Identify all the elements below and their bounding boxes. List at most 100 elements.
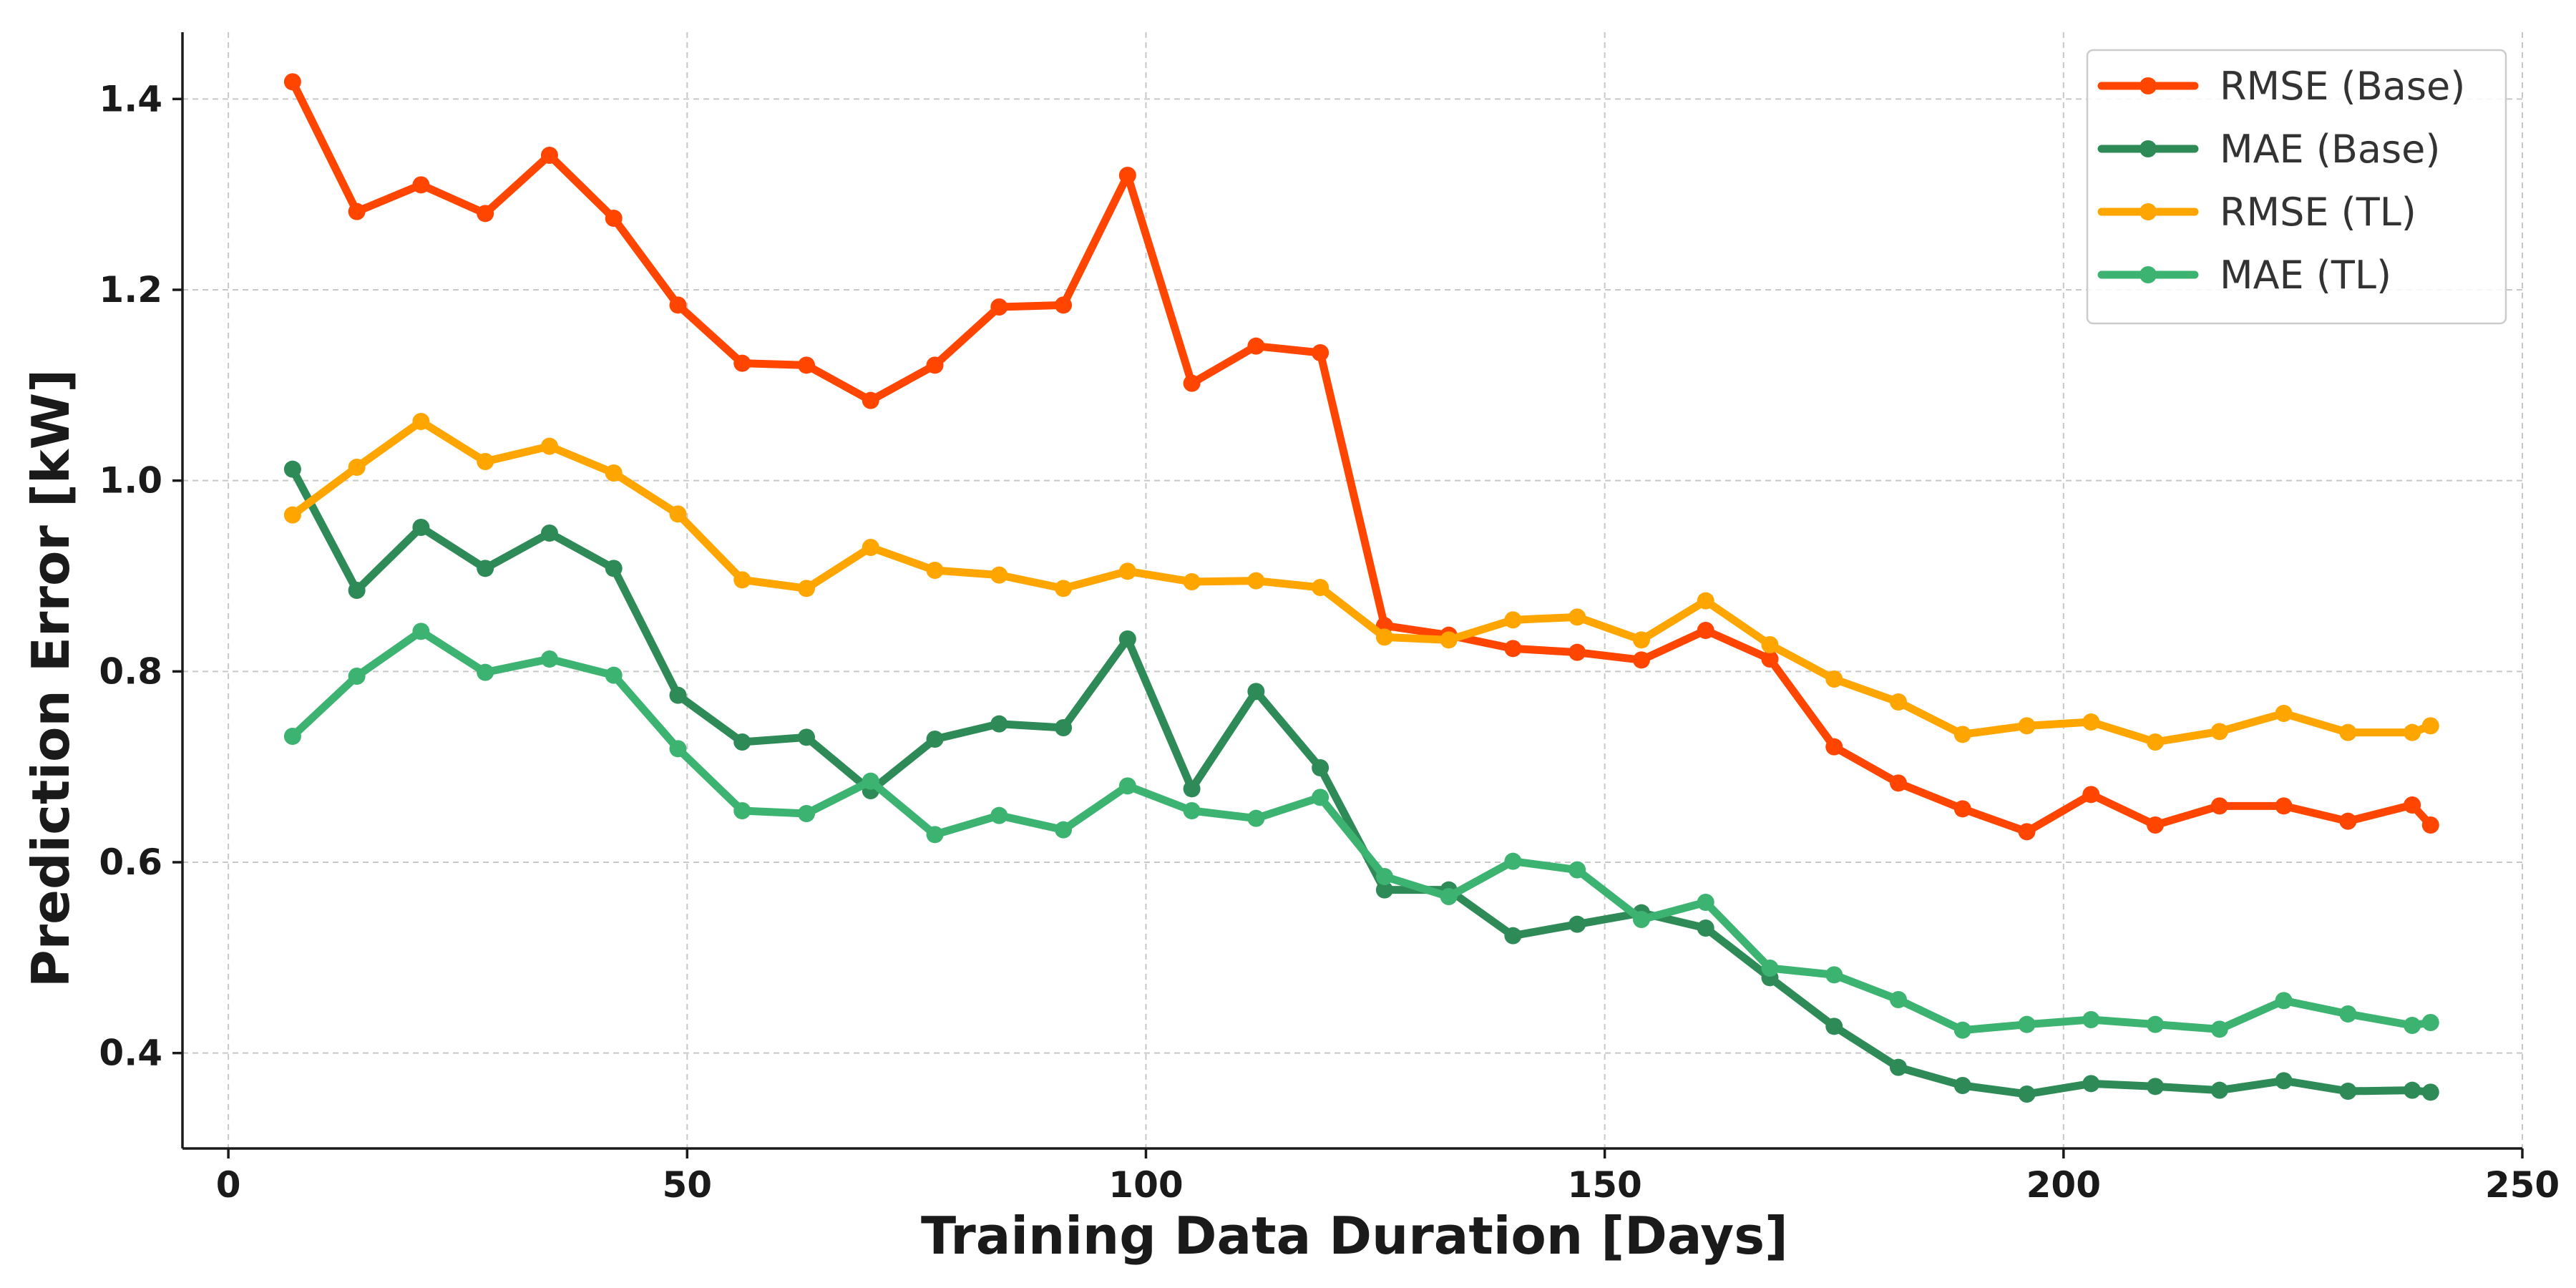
- data-point: [862, 772, 879, 790]
- data-point: [926, 826, 944, 844]
- legend-item: MAE (Base): [2097, 127, 2440, 172]
- data-point: [1568, 861, 1586, 879]
- data-point: [1697, 894, 1714, 911]
- data-point: [2210, 723, 2228, 741]
- data-point: [1568, 915, 1586, 933]
- series-rmse-base: [283, 73, 2439, 841]
- data-point: [862, 391, 879, 409]
- data-point: [1440, 631, 1458, 649]
- data-point: [1890, 774, 1907, 792]
- data-point: [1697, 622, 1714, 639]
- legend-item: MAE (TL): [2097, 253, 2391, 298]
- data-point: [733, 802, 751, 819]
- data-point: [2147, 816, 2165, 834]
- data-point: [1440, 888, 1458, 905]
- data-point: [1890, 1058, 1907, 1076]
- x-tick-label: 150: [1567, 1164, 1641, 1206]
- legend-label: RMSE (TL): [2220, 190, 2416, 235]
- data-point: [1247, 809, 1265, 827]
- y-tick-label: 0.8: [99, 650, 162, 692]
- data-point: [1375, 628, 1393, 646]
- data-point: [2018, 1015, 2036, 1033]
- data-point: [1890, 991, 1907, 1008]
- data-point: [2404, 723, 2421, 741]
- data-point: [2147, 1015, 2165, 1033]
- axes: [172, 32, 2524, 1158]
- y-axis-label: Prediction Error [kW]: [21, 369, 81, 987]
- data-point: [1953, 1021, 1971, 1039]
- legend-marker: [2140, 140, 2157, 157]
- data-point: [1247, 337, 1265, 355]
- data-point: [990, 566, 1008, 584]
- data-point: [2404, 1017, 2421, 1034]
- series-mae-tl: [283, 623, 2439, 1039]
- data-point: [669, 740, 687, 758]
- data-point: [412, 623, 430, 640]
- data-point: [1953, 800, 1971, 818]
- data-point: [1761, 636, 1779, 653]
- data-point: [1761, 650, 1779, 668]
- tick-labels: 0 50 100 150 200 250 0.4 0.6 0.8 1.0 1.2 1.4: [99, 78, 2560, 1206]
- data-point: [1247, 572, 1265, 590]
- data-point: [2147, 1078, 2165, 1096]
- data-point: [2082, 713, 2100, 731]
- data-point: [1825, 966, 1843, 984]
- data-point: [348, 459, 366, 476]
- legend-marker: [2140, 203, 2157, 220]
- data-point: [1183, 374, 1201, 392]
- data-point: [1055, 719, 1073, 736]
- y-tick-label: 0.4: [99, 1033, 162, 1074]
- data-point: [2339, 723, 2357, 741]
- legend-marker: [2140, 266, 2157, 283]
- data-point: [2210, 797, 2228, 815]
- data-point: [1183, 802, 1201, 819]
- data-point: [1504, 611, 1522, 629]
- data-point: [733, 354, 751, 372]
- data-point: [2018, 1085, 2036, 1103]
- data-point: [1247, 683, 1265, 701]
- data-point: [1825, 1018, 1843, 1035]
- data-point: [1375, 881, 1393, 899]
- data-point: [2339, 1005, 2357, 1023]
- data-point: [2210, 1020, 2228, 1038]
- y-tick-label: 1.4: [99, 78, 162, 119]
- data-point: [605, 560, 623, 577]
- legend-label: RMSE (Base): [2220, 64, 2465, 109]
- data-point: [540, 525, 558, 542]
- series-line-mae-tl: [288, 627, 2435, 1035]
- data-point: [348, 203, 366, 220]
- legend: RMSE (Base) MAE (Base) RMSE (TL) MAE (TL): [2086, 49, 2507, 325]
- data-point: [1504, 852, 1522, 870]
- data-point: [283, 460, 301, 478]
- data-point: [2018, 823, 2036, 841]
- data-point: [1697, 919, 1714, 937]
- series-mae-base: [283, 460, 2439, 1103]
- data-point: [733, 733, 751, 751]
- data-point: [1118, 777, 1136, 795]
- data-point: [2275, 992, 2293, 1010]
- data-point: [1118, 562, 1136, 580]
- data-point: [669, 505, 687, 523]
- data-point: [412, 413, 430, 430]
- data-point: [669, 686, 687, 704]
- data-point: [2210, 1081, 2228, 1099]
- data-point: [1697, 592, 1714, 610]
- data-point: [798, 728, 815, 746]
- x-tick-label: 0: [216, 1164, 241, 1206]
- x-tick-label: 50: [662, 1164, 712, 1206]
- data-point: [1953, 726, 1971, 743]
- data-point: [1632, 651, 1650, 669]
- data-point: [926, 356, 944, 374]
- data-point: [283, 506, 301, 524]
- data-point: [477, 453, 494, 470]
- legend-label: MAE (Base): [2220, 127, 2440, 172]
- data-point: [2404, 1081, 2421, 1099]
- data-point: [412, 519, 430, 536]
- data-point: [2275, 1072, 2293, 1090]
- data-point: [2404, 796, 2421, 814]
- data-point: [1504, 927, 1522, 945]
- x-tick-label: 100: [1108, 1164, 1183, 1206]
- data-point: [798, 356, 815, 374]
- y-tick-label: 1.0: [99, 460, 162, 502]
